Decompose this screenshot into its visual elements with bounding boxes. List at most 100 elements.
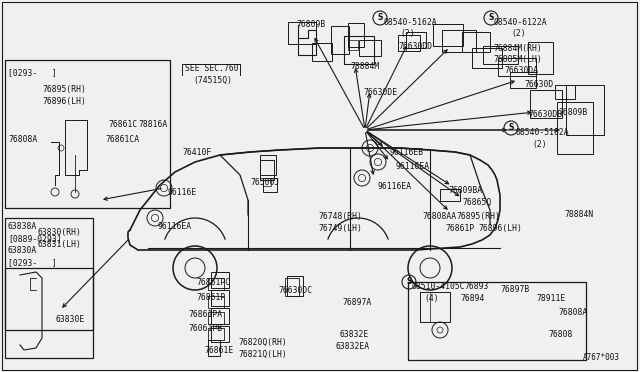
Text: 63831(LH): 63831(LH): [38, 240, 82, 249]
Text: 76861P: 76861P: [196, 293, 225, 302]
Bar: [5, 218, 93, 330]
Text: 76861P: 76861P: [445, 224, 474, 233]
Bar: [348, 40, 358, 50]
Text: 08510-4105C: 08510-4105C: [412, 282, 466, 291]
Bar: [211, 290, 229, 306]
Bar: [263, 178, 271, 186]
Text: 76630DD: 76630DD: [398, 42, 432, 51]
Bar: [344, 36, 374, 64]
Bar: [442, 30, 476, 52]
Bar: [462, 32, 490, 52]
Bar: [208, 340, 220, 356]
Text: 76808A: 76808A: [558, 308, 588, 317]
Text: S: S: [488, 13, 493, 22]
Text: 96116E: 96116E: [168, 188, 197, 197]
Text: (4): (4): [424, 294, 438, 303]
Text: 76893: 76893: [464, 282, 488, 291]
Bar: [498, 58, 536, 76]
Text: [0889-0293]: [0889-0293]: [8, 234, 61, 243]
Text: 76897B: 76897B: [500, 285, 529, 294]
Text: 63838A: 63838A: [8, 222, 37, 231]
Text: 63830A: 63830A: [8, 246, 37, 255]
Text: 78884N: 78884N: [564, 210, 593, 219]
Bar: [260, 155, 276, 175]
Bar: [288, 22, 316, 44]
Text: 76861PC: 76861PC: [196, 278, 230, 287]
Bar: [472, 48, 502, 68]
Text: 76895(RH): 76895(RH): [456, 212, 500, 221]
Bar: [208, 328, 224, 340]
Text: 76809B: 76809B: [558, 108, 588, 117]
Text: 76821Q(LH): 76821Q(LH): [238, 350, 287, 359]
Text: 76896(LH): 76896(LH): [478, 224, 522, 233]
Text: 76808A: 76808A: [8, 135, 37, 144]
Bar: [211, 272, 229, 288]
Text: 08540-5162A: 08540-5162A: [515, 128, 568, 137]
Bar: [331, 26, 349, 54]
Text: 78884M: 78884M: [350, 62, 380, 71]
Text: 76808: 76808: [548, 330, 572, 339]
Bar: [440, 189, 460, 201]
Text: SEE SEC.760: SEE SEC.760: [185, 64, 239, 73]
Text: [0293-   ]: [0293- ]: [8, 68, 57, 77]
Text: 76630DA: 76630DA: [504, 66, 538, 75]
Bar: [510, 72, 536, 88]
Bar: [483, 46, 518, 64]
Text: 63830E: 63830E: [55, 315, 84, 324]
Text: 76630DB: 76630DB: [528, 110, 562, 119]
Bar: [555, 85, 575, 99]
Text: 96116EB: 96116EB: [389, 148, 423, 157]
Text: 76896(LH): 76896(LH): [42, 97, 86, 106]
Text: 76808AA: 76808AA: [422, 212, 456, 221]
Text: 76897A: 76897A: [342, 298, 371, 307]
Bar: [348, 23, 364, 47]
Bar: [211, 308, 229, 324]
Bar: [208, 312, 224, 324]
Text: 96116EA: 96116EA: [395, 162, 429, 171]
Text: 76894: 76894: [460, 294, 484, 303]
Bar: [408, 282, 586, 360]
Text: 08540-5162A: 08540-5162A: [383, 18, 436, 27]
Text: 76410F: 76410F: [182, 148, 211, 157]
Text: 76895(RH): 76895(RH): [42, 85, 86, 94]
Text: 96116EA: 96116EA: [158, 222, 192, 231]
Bar: [5, 60, 170, 208]
Text: [0293-   ]: [0293- ]: [8, 258, 57, 267]
Bar: [527, 42, 552, 74]
Bar: [406, 32, 426, 48]
Text: 76861C: 76861C: [108, 120, 137, 129]
Text: 08540-6122A: 08540-6122A: [494, 18, 548, 27]
Text: 76885M(LH): 76885M(LH): [493, 55, 541, 64]
Bar: [530, 90, 562, 118]
Bar: [433, 24, 463, 46]
Text: 76630DE: 76630DE: [363, 88, 397, 97]
Text: S: S: [378, 13, 383, 22]
Text: 76809BA: 76809BA: [448, 186, 482, 195]
Text: 76861PA: 76861PA: [188, 310, 222, 319]
Text: 76865Q: 76865Q: [462, 198, 492, 207]
Text: 76630DC: 76630DC: [278, 286, 312, 295]
Text: 96116EA: 96116EA: [378, 182, 412, 191]
Bar: [557, 102, 593, 154]
Text: (2): (2): [532, 140, 547, 149]
Text: 76748(RH): 76748(RH): [318, 212, 362, 221]
Bar: [287, 276, 303, 296]
Bar: [398, 35, 420, 51]
Text: 76820Q(RH): 76820Q(RH): [238, 338, 287, 347]
Bar: [359, 40, 381, 56]
Text: S: S: [406, 278, 412, 286]
Bar: [211, 326, 229, 342]
Text: 63832EA: 63832EA: [336, 342, 370, 351]
Text: 63830(RH): 63830(RH): [38, 228, 82, 237]
Bar: [263, 178, 277, 192]
Text: 78911E: 78911E: [536, 294, 565, 303]
Text: 76861E: 76861E: [204, 346, 233, 355]
Text: (2): (2): [511, 29, 525, 38]
Text: 63832E: 63832E: [340, 330, 369, 339]
Text: 76749(LH): 76749(LH): [318, 224, 362, 233]
Text: (2): (2): [400, 29, 415, 38]
Text: S: S: [508, 124, 514, 132]
Bar: [285, 278, 299, 296]
Text: 76809B: 76809B: [296, 20, 325, 29]
Text: (74515Q): (74515Q): [193, 76, 232, 85]
